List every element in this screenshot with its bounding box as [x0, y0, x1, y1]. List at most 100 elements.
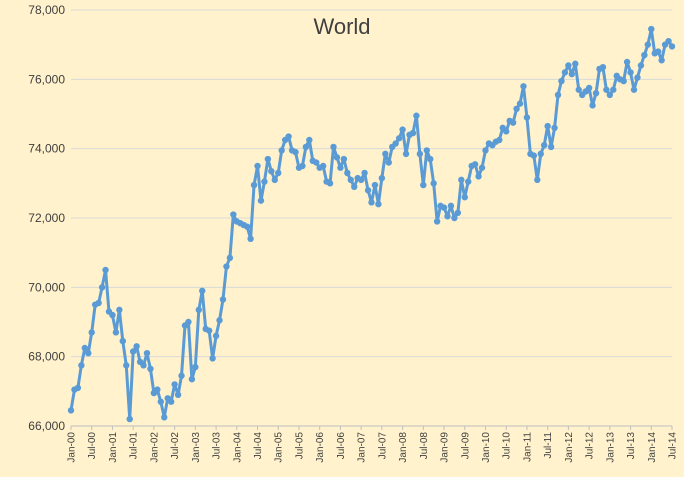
data-point — [475, 173, 482, 180]
data-point — [250, 181, 258, 189]
data-point — [143, 350, 151, 357]
data-point — [520, 83, 527, 90]
data-point — [243, 223, 251, 230]
data-point — [603, 86, 610, 93]
data-point — [102, 266, 109, 274]
data-point — [85, 350, 92, 357]
data-point — [212, 332, 220, 340]
x-tick-label: Jan-05 — [274, 432, 285, 463]
data-point — [188, 376, 196, 383]
data-point — [351, 183, 358, 190]
data-point — [178, 372, 185, 379]
data-point — [116, 306, 123, 314]
data-point — [313, 159, 320, 166]
data-point — [461, 194, 468, 201]
x-tick-label: Jan-13 — [605, 432, 616, 463]
data-point — [592, 90, 600, 97]
data-point — [192, 363, 199, 371]
data-point — [623, 58, 631, 66]
data-point — [558, 77, 565, 85]
x-tick-label: Jan-12 — [564, 432, 575, 463]
data-point — [140, 362, 147, 369]
x-tick-label: Jul-04 — [253, 432, 264, 460]
data-point — [465, 178, 472, 185]
x-tick-label: Jul-10 — [502, 432, 513, 460]
data-point — [74, 384, 82, 392]
data-point — [637, 62, 645, 69]
data-point — [333, 154, 341, 161]
data-point — [458, 176, 465, 184]
data-point — [409, 129, 417, 137]
data-point — [126, 415, 133, 423]
data-point — [541, 142, 548, 149]
data-point — [478, 164, 486, 171]
data-point — [423, 147, 430, 154]
data-point — [340, 155, 348, 163]
data-point — [572, 60, 579, 67]
x-tick-label: Jul-06 — [336, 432, 347, 460]
data-point — [133, 343, 140, 350]
data-point — [427, 155, 434, 163]
x-tick-label: Jul-02 — [170, 432, 181, 460]
x-tick-label: Jul-08 — [419, 432, 430, 460]
x-tick-label: Jul-01 — [129, 432, 140, 460]
data-point — [330, 143, 337, 151]
data-point — [420, 181, 427, 189]
data-point — [299, 162, 306, 170]
data-point — [413, 112, 420, 119]
data-point — [357, 176, 365, 184]
data-point — [451, 214, 458, 222]
data-point — [433, 218, 441, 225]
data-point — [392, 140, 399, 147]
series-points — [67, 25, 676, 423]
data-point — [575, 86, 582, 93]
data-point — [81, 344, 89, 352]
data-point — [199, 287, 206, 294]
x-tick-label: Jan-03 — [191, 432, 202, 463]
data-point — [585, 84, 593, 92]
data-point — [195, 306, 202, 314]
data-point — [534, 176, 541, 184]
data-point — [219, 296, 227, 303]
data-point — [634, 74, 641, 81]
x-tick-label: Jan-06 — [315, 432, 326, 463]
data-point — [513, 105, 520, 113]
data-point — [658, 57, 665, 64]
data-point — [112, 329, 120, 336]
data-point — [644, 41, 652, 48]
x-tick-label: Jul-05 — [294, 432, 305, 460]
data-point — [174, 391, 182, 398]
data-point — [306, 136, 313, 144]
x-tick-label: Jul-09 — [460, 432, 471, 460]
data-point — [95, 299, 102, 307]
data-point — [271, 176, 278, 184]
x-tick-label: Jan-01 — [108, 432, 119, 463]
gridlines — [71, 9, 672, 427]
data-point — [430, 180, 437, 187]
data-point — [530, 152, 538, 159]
data-point — [88, 329, 95, 336]
data-point — [129, 348, 137, 355]
y-tick-label: 78,000 — [28, 3, 65, 17]
x-tick-label: Jan-14 — [647, 432, 658, 463]
data-point — [264, 155, 272, 163]
data-point — [537, 150, 544, 158]
data-point — [503, 128, 510, 135]
data-point — [247, 235, 254, 242]
data-point — [471, 161, 479, 168]
data-point — [561, 69, 569, 76]
y-tick-label: 68,000 — [28, 350, 65, 364]
x-tick-label: Jul-00 — [87, 432, 98, 460]
data-point — [98, 284, 106, 291]
data-point — [544, 122, 551, 130]
data-point — [302, 143, 310, 151]
data-point — [454, 209, 462, 216]
x-tick-label: Jul-13 — [626, 432, 637, 460]
data-point — [641, 51, 648, 59]
data-point — [509, 119, 517, 126]
data-point — [523, 114, 531, 121]
y-tick-label: 70,000 — [28, 280, 65, 294]
data-point — [565, 62, 572, 69]
